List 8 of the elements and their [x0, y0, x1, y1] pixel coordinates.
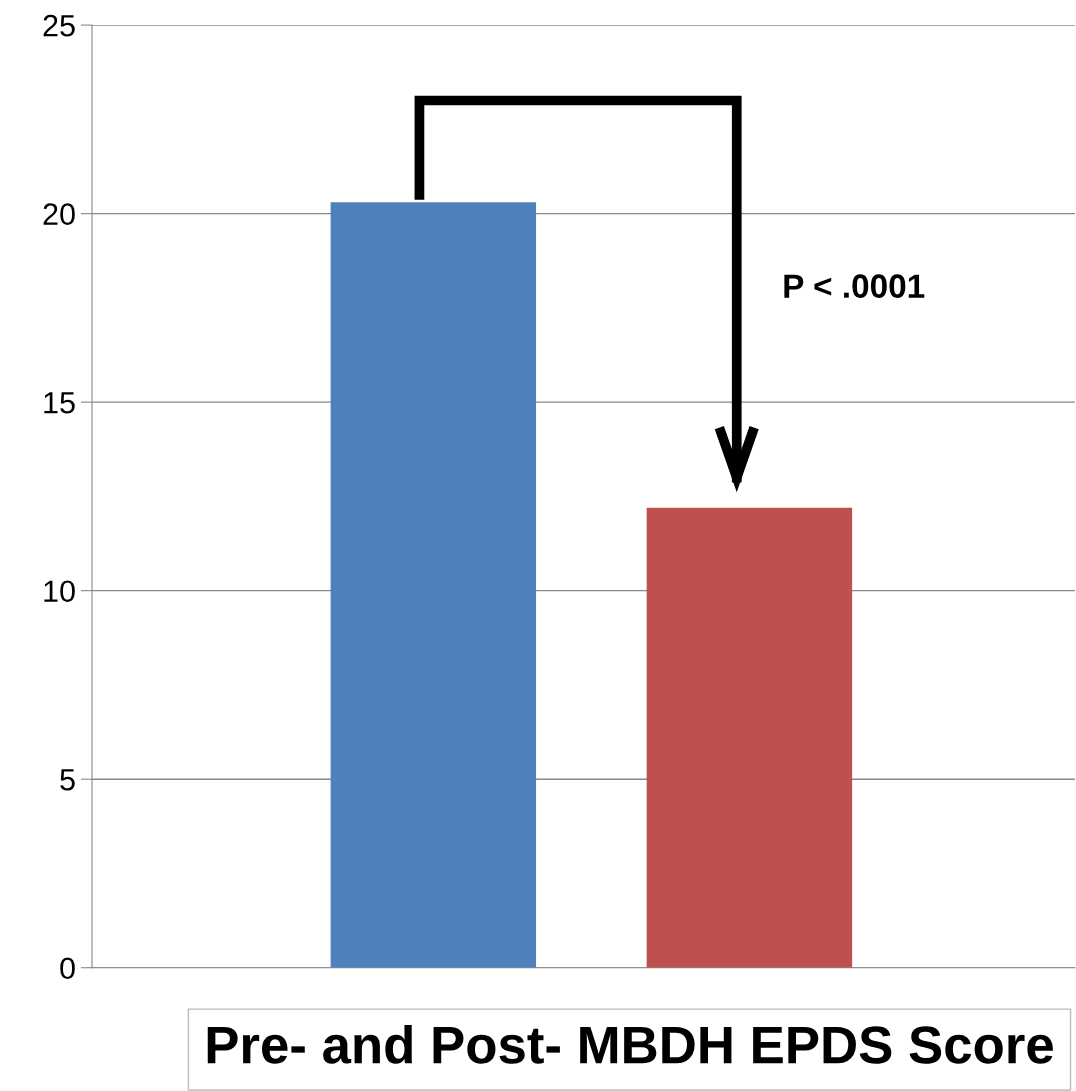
y-tick-label: 10 — [44, 580, 75, 603]
y-tick-label: 15 — [44, 392, 75, 414]
x-axis-title: Pre- and Post- MBDH EPDS Score — [207, 1024, 1053, 1064]
y-tick-label: 20 — [43, 203, 75, 225]
y-tick-label: 0 — [60, 957, 75, 980]
y-tick-label: 25 — [43, 14, 75, 37]
y-tick-label: 5 — [60, 769, 75, 791]
annotation: P < .0001 — [784, 274, 925, 298]
